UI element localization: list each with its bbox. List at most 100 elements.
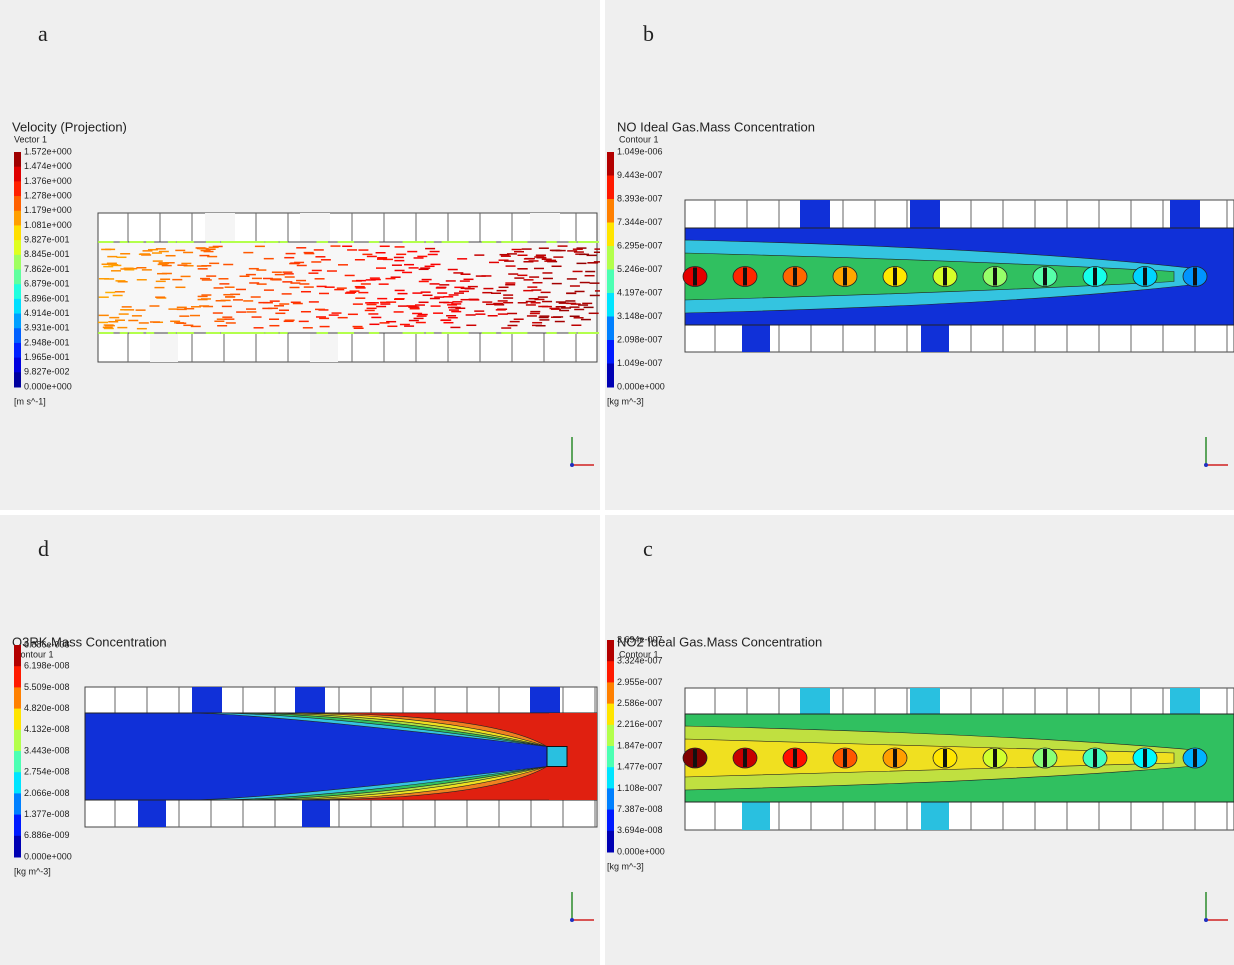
panel-title: NO Ideal Gas.Mass Concentration [617,119,815,134]
contour [684,738,1175,778]
colorbar-segment [607,222,614,247]
legend-label: 2.066e-008 [24,788,70,798]
nozzle [993,749,997,767]
legend-label: 1.108e-007 [617,783,663,793]
panel-letter: a [38,21,48,46]
sep-h [0,510,1234,515]
colorbar-segment [14,298,21,315]
inlet [742,325,770,352]
panel-subtitle: Contour 1 [619,649,659,659]
axis-z [1204,463,1208,467]
inlet [138,800,166,827]
colorbar-segment [607,767,614,789]
legend-label: 1.965e-001 [24,352,70,362]
legend-label: 2.586e-007 [617,698,663,708]
nozzle [893,749,897,767]
colorbar-segment [14,313,21,329]
nozzle [943,749,947,767]
nozzle [843,267,847,286]
colorbar-segment [14,254,21,270]
nozzle [1093,267,1097,286]
legend-label: 3.694e-007 [617,634,663,644]
colorbar-segment [607,640,614,662]
legend-label: 6.198e-008 [24,661,70,671]
nozzle [843,749,847,767]
colorbar-segment [607,809,614,832]
legend-label: 5.246e-007 [617,264,663,274]
inlet [921,325,949,352]
legend-label: 1.572e+000 [24,146,72,156]
legend-label: 6.886e-009 [24,830,70,840]
colorbar-segment [607,724,614,747]
inlet [530,687,560,713]
colorbar-segment [14,835,21,858]
contour [684,252,1175,301]
colorbar-segment [14,814,21,837]
legend-label: 3.931e-001 [24,323,70,333]
colorbar-segment [14,645,21,667]
nozzle [1143,267,1147,286]
legend-label: 6.879e-001 [24,279,70,289]
inlet [921,802,949,830]
colorbar-segment [607,661,614,683]
panel-letter: d [38,536,49,561]
inlet [302,800,330,827]
colorbar-segment [607,293,614,317]
colorbar-segment [607,682,614,705]
legend-label: 4.132e-008 [24,724,70,734]
nozzle [693,749,697,767]
legend-label: 7.862e-001 [24,264,70,274]
legend-label: 9.827e-002 [24,367,70,377]
inlet [800,200,830,228]
colorbar-segment [14,284,21,300]
legend-label: 9.827e-001 [24,235,70,245]
nozzle [793,749,797,767]
legend-label: 1.376e+000 [24,176,72,186]
panel-letter: b [643,21,654,46]
legend-unit: [m s^-1] [14,396,46,406]
nozzle [993,267,997,286]
inlet [910,200,940,228]
colorbar-segment [14,729,21,752]
legend-label: 8.393e-007 [617,193,663,203]
colorbar-segment [14,225,21,241]
inlet [910,688,940,714]
axis-z [570,918,574,922]
legend-unit: [kg m^-3] [607,861,644,871]
nozzle [1193,749,1197,767]
legend-label: 0.000e+000 [617,846,665,856]
colorbar-segment [607,316,614,341]
colorbar-segment [14,152,21,168]
nozzle [1193,267,1197,286]
nozzle [943,267,947,286]
legend-label: 7.344e-007 [617,217,663,227]
legend-label: 2.948e-001 [24,337,70,347]
colorbar-segment [14,372,21,388]
nozzle [893,267,897,286]
colorbar-segment [14,708,21,731]
legend-label: 1.081e+000 [24,220,72,230]
inlet [295,687,325,713]
legend-label: 5.896e-001 [24,293,70,303]
legend-label: 1.377e-008 [24,809,70,819]
colorbar-segment [607,269,614,294]
nozzle [1043,749,1047,767]
inlet [1170,200,1200,228]
panel-subtitle: Contour 1 [14,649,54,659]
colorbar-segment [14,687,21,710]
legend-label: 2.216e-007 [617,719,663,729]
inlet [530,213,560,242]
legend-label: 1.847e-007 [617,740,663,750]
panel-subtitle: Vector 1 [14,134,47,144]
sep-v [600,0,605,965]
legend-label: 5.509e-008 [24,682,70,692]
panel-title: NO2 Ideal Gas.Mass Concentration [617,634,822,649]
inlet [1170,688,1200,714]
legend-label: 1.477e-007 [617,762,663,772]
colorbar-segment [14,751,21,773]
inlet [300,213,330,242]
colorbar-segment [14,666,21,688]
legend-label: 1.278e+000 [24,190,72,200]
inlet [192,687,222,713]
colorbar-segment [607,199,614,223]
